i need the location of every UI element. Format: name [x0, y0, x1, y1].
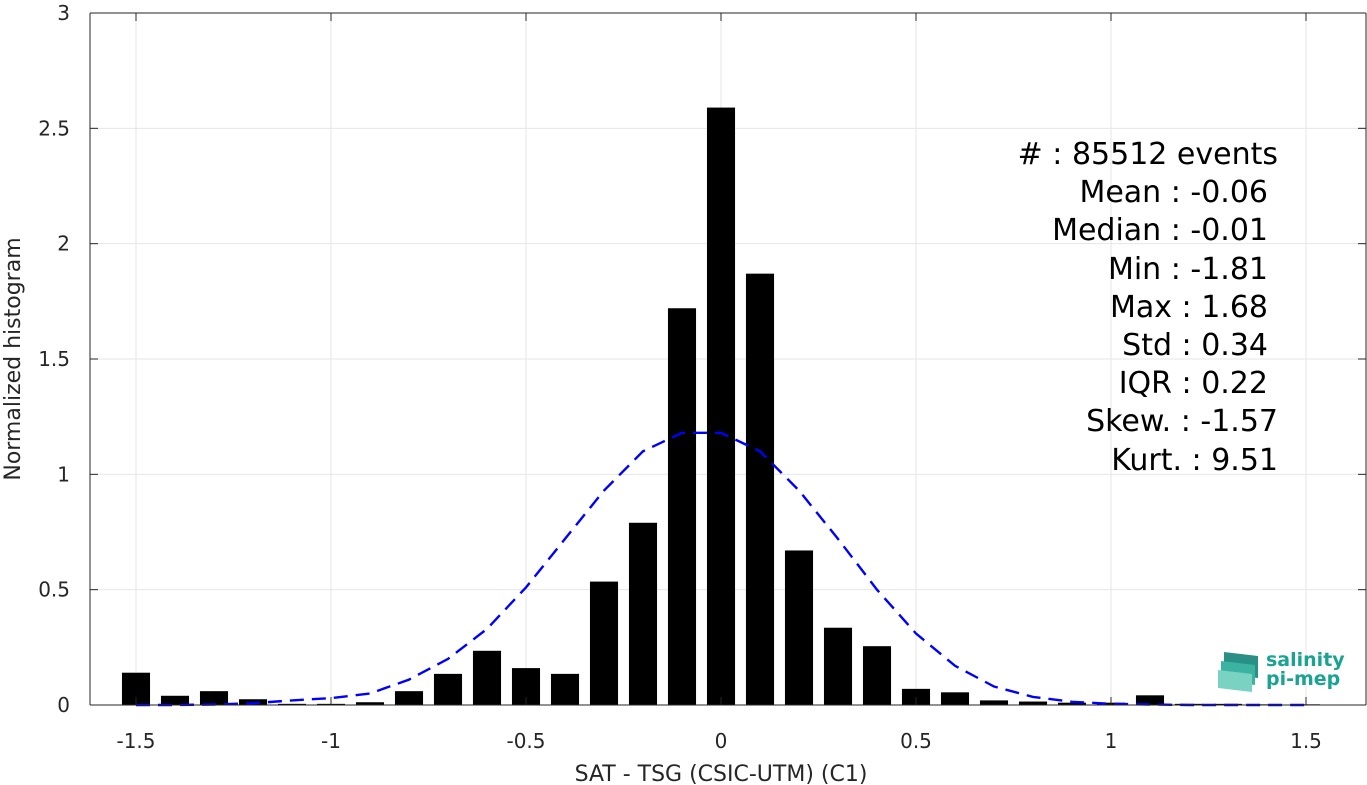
- histogram-bar: [550, 673, 580, 705]
- histogram-bar: [901, 688, 931, 705]
- histogram-bar: [160, 695, 190, 705]
- x-tick-label: 0: [715, 729, 728, 753]
- logo-waves-icon: [1218, 652, 1258, 692]
- histogram-bar: [979, 700, 1009, 705]
- stats-skew: Skew. : -1.57: [1086, 404, 1278, 439]
- histogram-bar: [1018, 701, 1048, 705]
- x-tick-label: -1: [321, 729, 341, 753]
- stats-std: Std : 0.34: [1122, 328, 1268, 363]
- histogram-bar: [628, 522, 658, 705]
- histogram-bar: [862, 646, 892, 705]
- y-tick-label: 0.5: [38, 578, 70, 602]
- y-tick-label: 3: [57, 1, 70, 25]
- histogram-bar: [1135, 695, 1165, 705]
- stats-mean: Mean : -0.06: [1079, 175, 1268, 210]
- histogram-bar: [355, 702, 385, 705]
- x-axis-title: SAT - TSG (CSIC-UTM) (C1): [575, 762, 868, 785]
- y-tick-label: 2.5: [38, 116, 70, 140]
- stats-min: Min : -1.81: [1108, 252, 1268, 287]
- logo-line-2: pi-mep: [1266, 668, 1340, 690]
- histogram-bar: [277, 703, 307, 705]
- y-tick-label: 2: [57, 232, 70, 256]
- x-tick-label: -1.5: [116, 729, 155, 753]
- histogram-bar: [940, 692, 970, 705]
- stats-box: # : 85512 events Mean : -0.06 Median : -…: [1018, 137, 1278, 478]
- y-tick-label: 1.5: [38, 347, 70, 371]
- y-axis-title: Normalized histogram: [1, 237, 26, 480]
- histogram-bar: [745, 273, 775, 705]
- stats-events: # : 85512 events: [1018, 137, 1278, 172]
- histogram-bar: [394, 691, 424, 705]
- x-axis-ticks: -1.5 -1 -0.5 0 0.5 1 1.5: [116, 13, 1322, 753]
- histogram-bar: [823, 627, 853, 705]
- x-tick-label: 0.5: [900, 729, 932, 753]
- histogram-bar: [199, 691, 229, 705]
- histogram-bar: [706, 107, 736, 705]
- stats-median: Median : -0.01: [1052, 213, 1268, 248]
- histogram-bar: [784, 550, 814, 705]
- histogram-bar: [472, 650, 502, 705]
- histogram-bar: [589, 581, 619, 705]
- y-tick-label: 1: [57, 462, 70, 486]
- x-tick-label: 1.5: [1290, 729, 1322, 753]
- logo-line-1: salinity: [1266, 649, 1345, 671]
- y-tick-label: 0: [57, 693, 70, 717]
- normal-fit-curve: [136, 431, 1306, 707]
- stats-max: Max : 1.68: [1110, 290, 1268, 325]
- x-tick-label: 1: [1105, 729, 1118, 753]
- stats-iqr: IQR : 0.22: [1119, 366, 1268, 401]
- salinity-pi-mep-logo: salinity pi-mep: [1218, 649, 1345, 692]
- x-tick-label: -0.5: [506, 729, 545, 753]
- y-axis-ticks: 0 0.5 1 1.5 2 2.5 3: [38, 1, 1366, 717]
- histogram-bar: [1057, 702, 1087, 705]
- histogram-bar: [667, 308, 697, 705]
- stats-kurt: Kurt. : 9.51: [1111, 443, 1278, 478]
- histogram-bar: [433, 673, 463, 705]
